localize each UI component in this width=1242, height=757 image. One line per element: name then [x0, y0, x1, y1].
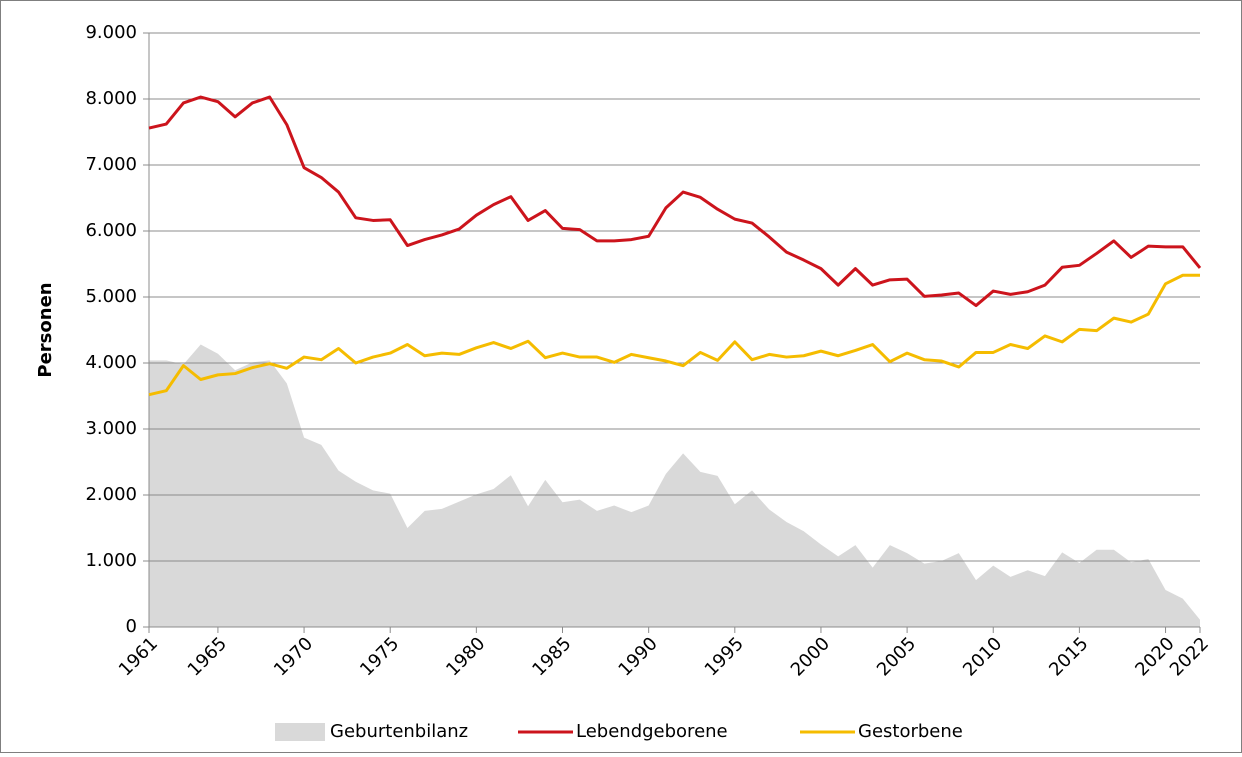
- y-tick-label: 3.000: [85, 418, 137, 439]
- y-tick-label: 8.000: [85, 88, 137, 109]
- y-tick-label: 1.000: [85, 550, 137, 571]
- legend-label: Lebendgeborene: [576, 721, 728, 742]
- legend-label: Geburtenbilanz: [330, 721, 468, 742]
- legend-swatch: [275, 723, 325, 741]
- line: [148, 95, 1202, 308]
- line: [148, 273, 1200, 397]
- y-tick-label: 4.000: [85, 352, 137, 373]
- y-tick-label: 9.000: [85, 22, 137, 43]
- y-tick-label: 2.000: [85, 484, 137, 505]
- y-axis-label: Personen: [35, 282, 56, 377]
- area: [149, 344, 1200, 627]
- y-tick-label: 0: [126, 616, 137, 637]
- y-tick-label: 7.000: [85, 154, 137, 175]
- legend-label: Gestorbene: [858, 721, 963, 742]
- y-tick-label: 6.000: [85, 220, 137, 241]
- y-tick-label: 5.000: [85, 286, 137, 307]
